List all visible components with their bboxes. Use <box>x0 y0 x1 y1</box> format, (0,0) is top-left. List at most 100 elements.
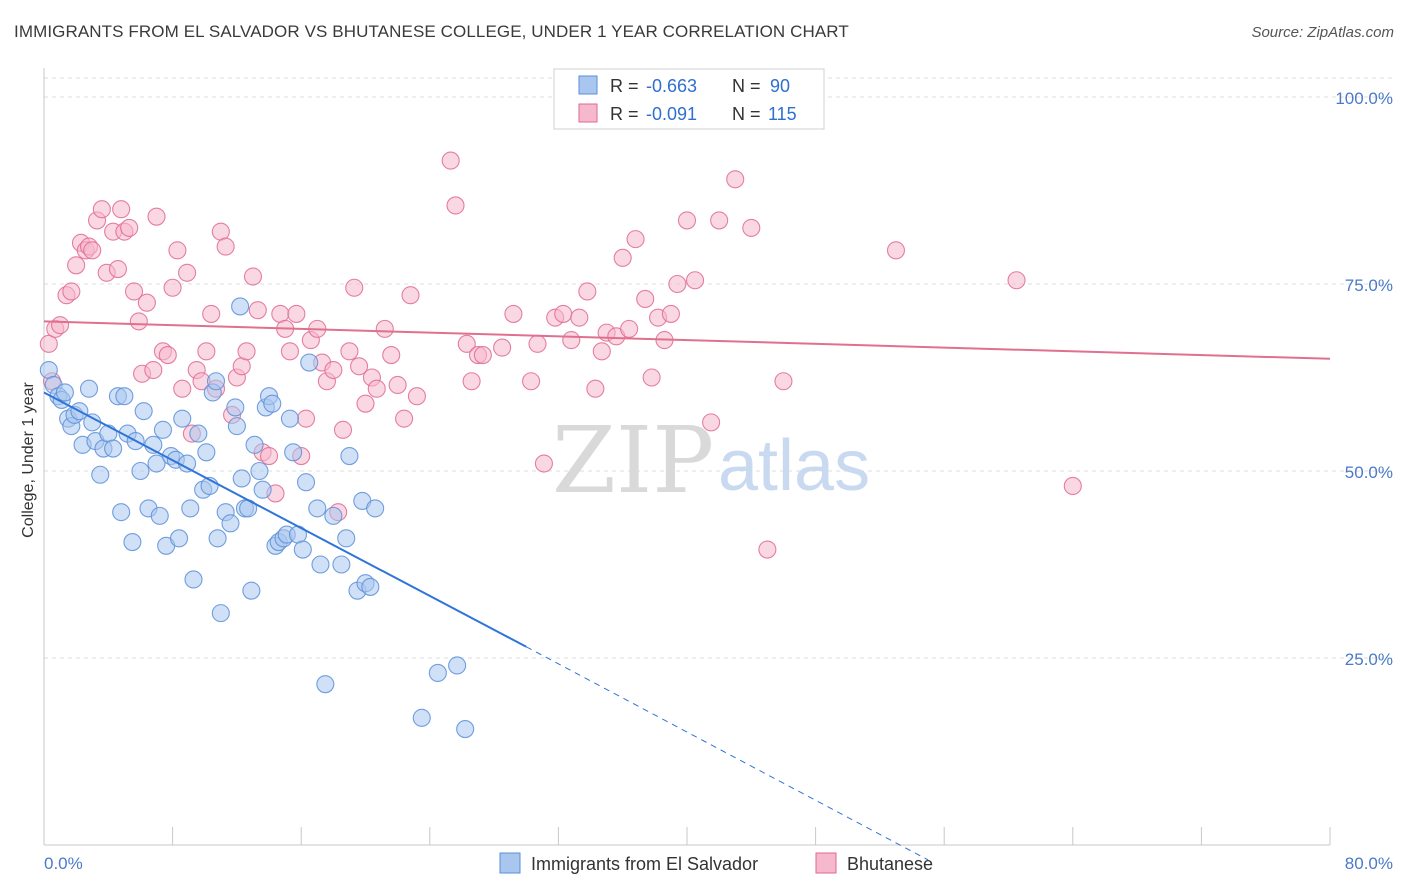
point-el-salvador-38 <box>189 424 208 443</box>
point-el-salvador-18 <box>112 503 131 522</box>
point-el-salvador-75 <box>332 555 351 574</box>
point-bhutanese-72 <box>407 387 426 406</box>
point-el-salvador-13 <box>91 465 110 484</box>
trend-line-el-salvador <box>43 391 527 648</box>
axes <box>43 68 1331 846</box>
point-el-salvador-51 <box>232 469 251 488</box>
stats-legend-box <box>553 68 825 130</box>
point-bhutanese-103 <box>685 271 705 290</box>
point-el-salvador-74 <box>324 506 343 525</box>
point-bhutanese-43 <box>243 267 263 286</box>
stats-legend-swatch-blue <box>578 75 598 95</box>
point-el-salvador-36 <box>181 499 200 518</box>
point-bhutanese-100 <box>661 304 680 323</box>
watermark: ZIP atlas <box>552 407 870 514</box>
point-bhutanese-27 <box>163 278 182 297</box>
point-el-salvador-57 <box>253 480 272 499</box>
point-el-salvador-40 <box>197 443 216 462</box>
stats-legend-swatch-pink <box>578 103 598 123</box>
bottom-legend-swatch-pink <box>815 852 837 874</box>
point-bhutanese-106 <box>726 170 745 189</box>
point-bhutanese-61 <box>340 342 359 361</box>
bottom-legend-swatch-blue <box>499 852 521 874</box>
point-bhutanese-82 <box>528 334 547 353</box>
bottom-legend-label-pink: Bhutanese <box>847 854 933 874</box>
point-el-salvador-16 <box>104 439 123 458</box>
point-bhutanese-19 <box>124 282 144 301</box>
point-bhutanese-35 <box>202 304 221 323</box>
point-el-salvador-68 <box>293 540 312 559</box>
point-el-salvador-83 <box>412 708 431 727</box>
point-bhutanese-97 <box>642 368 661 387</box>
stats-r-value-pink: -0.091 <box>646 104 697 124</box>
point-el-salvador-69 <box>296 473 316 492</box>
stats-legend: R = -0.663 N = 90 R = -0.091 N = 115 <box>553 68 825 130</box>
point-bhutanese-15 <box>108 259 127 279</box>
watermark-atlas: atlas <box>718 426 870 506</box>
point-el-salvador-48 <box>226 398 245 417</box>
y-tick-label-3: 100.0% <box>1335 89 1393 108</box>
point-bhutanese-107 <box>742 218 761 237</box>
point-el-salvador-66 <box>284 443 303 462</box>
watermark-zip: ZIP <box>552 407 714 514</box>
stats-r-value-blue: -0.663 <box>646 76 697 96</box>
point-bhutanese-37 <box>211 222 230 241</box>
point-el-salvador-15 <box>99 424 118 443</box>
point-el-salvador-72 <box>311 555 330 574</box>
point-el-salvador-47 <box>221 514 240 533</box>
point-el-salvador-54 <box>242 581 261 600</box>
point-bhutanese-69 <box>388 375 407 395</box>
y-tick-labels: 25.0% 50.0% 75.0% 100.0% <box>1335 89 1393 669</box>
point-bhutanese-0 <box>39 334 58 353</box>
point-bhutanese-67 <box>375 319 394 338</box>
trend-line-bhutanese <box>43 320 1331 360</box>
x-tick-label-min: 0.0% <box>44 854 83 873</box>
point-el-salvador-33 <box>169 529 189 548</box>
y-tick-label-0: 25.0% <box>1345 650 1393 669</box>
point-el-salvador-49 <box>227 417 246 436</box>
point-bhutanese-81 <box>522 372 541 391</box>
point-bhutanese-96 <box>636 289 655 309</box>
point-el-salvador-24 <box>134 402 153 421</box>
point-bhutanese-63 <box>350 357 369 376</box>
point-el-salvador-77 <box>340 446 359 466</box>
point-bhutanese-86 <box>562 331 581 350</box>
point-bhutanese-89 <box>586 379 605 398</box>
point-el-salvador-55 <box>245 435 264 454</box>
point-el-salvador-65 <box>280 409 299 428</box>
point-el-salvador-70 <box>300 353 319 372</box>
point-el-salvador-50 <box>231 297 250 316</box>
point-bhutanese-75 <box>457 334 476 353</box>
point-el-salvador-23 <box>131 461 150 481</box>
point-el-salvador-21 <box>123 533 142 552</box>
point-el-salvador-44 <box>208 529 227 548</box>
stats-n-label-blue: N = <box>732 76 761 96</box>
point-el-salvador-56 <box>250 461 269 481</box>
point-el-salvador-19 <box>115 387 134 406</box>
point-el-salvador-76 <box>337 529 356 548</box>
point-bhutanese-101 <box>668 274 687 294</box>
point-bhutanese-12 <box>92 200 111 219</box>
point-bhutanese-5 <box>62 282 81 301</box>
y-tick-label-2: 75.0% <box>1345 276 1393 295</box>
point-el-salvador-82 <box>366 499 385 518</box>
point-bhutanese-34 <box>197 342 216 361</box>
point-bhutanese-105 <box>710 211 729 230</box>
trend-line-el-salvador-extrapolated <box>526 646 929 861</box>
point-el-salvador-85 <box>448 656 467 675</box>
point-bhutanese-44 <box>248 301 267 320</box>
point-bhutanese-10 <box>83 241 102 260</box>
point-bhutanese-60 <box>333 420 353 439</box>
point-bhutanese-110 <box>886 241 906 260</box>
point-bhutanese-76 <box>462 372 481 391</box>
point-bhutanese-95 <box>626 230 645 249</box>
point-bhutanese-79 <box>493 338 512 357</box>
x-tick-label-max: 80.0% <box>1345 854 1393 873</box>
point-bhutanese-66 <box>367 379 386 398</box>
point-bhutanese-24 <box>147 207 166 226</box>
point-bhutanese-104 <box>702 413 721 432</box>
point-bhutanese-78 <box>473 346 492 365</box>
point-bhutanese-50 <box>280 342 299 361</box>
point-bhutanese-20 <box>129 312 148 331</box>
